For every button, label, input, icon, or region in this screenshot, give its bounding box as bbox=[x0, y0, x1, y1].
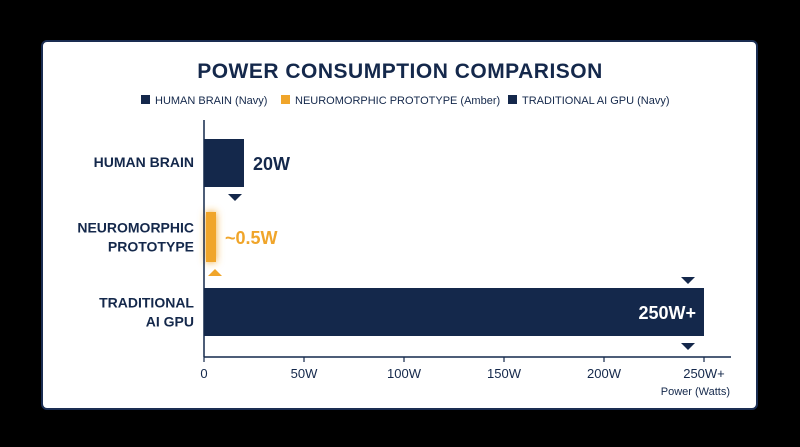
x-axis-title: Power (Watts) bbox=[661, 386, 730, 398]
x-tick-label: 150W bbox=[487, 366, 522, 381]
x-tick-label: 0 bbox=[200, 366, 207, 381]
legend-label-neuromorphic-prototype: NEUROMORPHIC PROTOTYPE (Amber) bbox=[295, 95, 500, 107]
marker-traditional-ai-gpu bbox=[681, 343, 695, 350]
category-label-neuromorphic-prototype: PROTOTYPE bbox=[108, 239, 194, 255]
marker-neuromorphic-prototype bbox=[208, 269, 222, 276]
x-tick-label: 200W bbox=[587, 366, 622, 381]
x-axis: 0 50W 100W 150W 200W 250W+ Power (Watts) bbox=[200, 120, 731, 398]
chart-title: POWER CONSUMPTION COMPARISON bbox=[197, 60, 603, 83]
legend-swatch-neuromorphic-prototype bbox=[281, 95, 290, 104]
legend-swatch-human-brain bbox=[141, 95, 150, 104]
legend: HUMAN BRAIN (Navy) NEUROMORPHIC PROTOTYPE… bbox=[141, 95, 670, 107]
category-label-traditional-ai-gpu: AI GPU bbox=[146, 314, 194, 330]
value-label-neuromorphic-prototype: ~0.5W bbox=[225, 228, 278, 248]
legend-label-human-brain: HUMAN BRAIN (Navy) bbox=[155, 95, 267, 107]
legend-swatch-traditional-ai-gpu bbox=[508, 95, 517, 104]
bar-neuromorphic-prototype bbox=[206, 212, 216, 262]
bar-human-brain bbox=[204, 139, 244, 187]
value-label-traditional-ai-gpu: 250W+ bbox=[638, 303, 696, 323]
marker-human-brain bbox=[228, 194, 242, 201]
x-tick-label: 100W bbox=[387, 366, 422, 381]
x-tick-label: 50W bbox=[291, 366, 318, 381]
marker-top-traditional-ai-gpu bbox=[681, 277, 695, 284]
bar-traditional-ai-gpu bbox=[204, 288, 704, 336]
bars: HUMAN BRAIN 20W NEUROMORPHIC PROTOTYPE ~0.5W… bbox=[77, 139, 704, 350]
category-label-neuromorphic-prototype: NEUROMORPHIC bbox=[77, 220, 194, 236]
value-label-human-brain: 20W bbox=[253, 154, 290, 174]
legend-label-traditional-ai-gpu: TRADITIONAL AI GPU (Navy) bbox=[522, 95, 670, 107]
category-label-traditional-ai-gpu: TRADITIONAL bbox=[99, 295, 194, 311]
category-label-human-brain: HUMAN BRAIN bbox=[94, 154, 194, 170]
x-tick-label: 250W+ bbox=[683, 366, 725, 381]
chart-card bbox=[41, 40, 758, 410]
